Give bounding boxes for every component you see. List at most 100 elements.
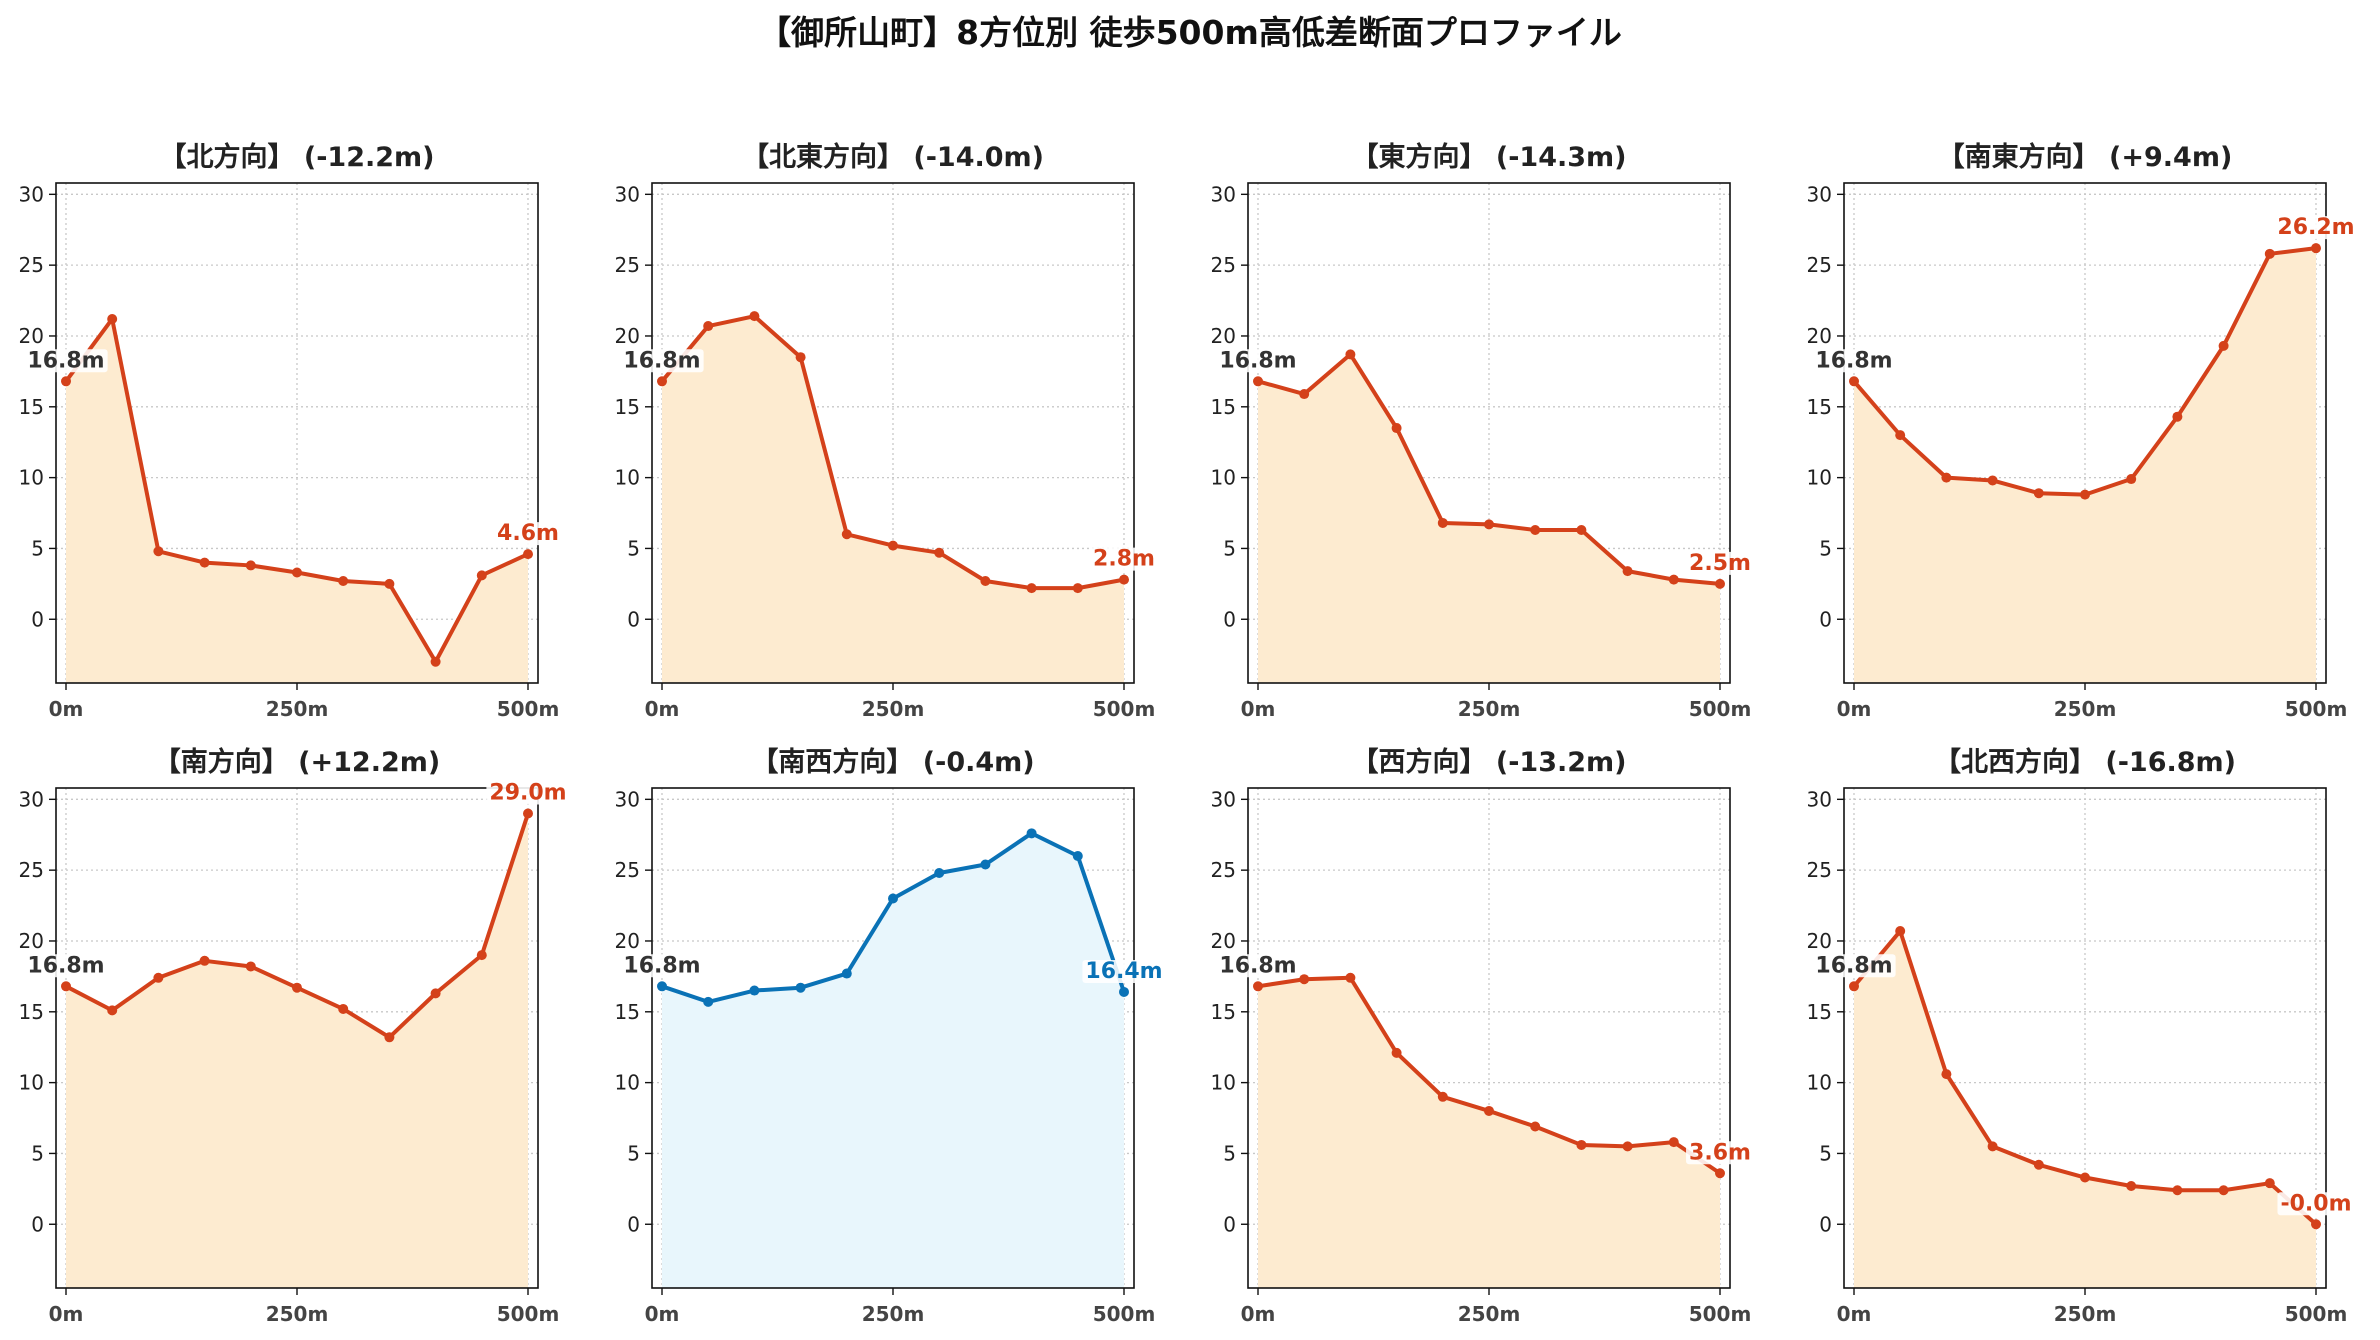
y-tick-label: 5 [1819,536,1832,560]
y-tick-label: 20 [19,324,44,348]
y-tick-label: 30 [1807,787,1832,811]
panel-6: 【南西方向】 (-0.4m) 0 5 10 15 20 25 30 0m 250m 500m 16.8… [615,746,1166,1326]
data-point [61,981,71,992]
start-elevation-label: 16.8m [623,348,700,373]
y-tick-label: 20 [615,324,640,348]
start-elevation-label: 16.8m [623,953,700,978]
data-point [1941,1069,1952,1080]
y-tick-label: 10 [1211,466,1236,490]
start-elevation-label: 16.8m [27,348,104,373]
elevation-area [1258,977,1720,1288]
end-elevation-label: 2.5m [1689,551,1751,576]
panel-1: 【北方向】 (-12.2m) 0 5 10 15 20 25 30 0m 250m 500m 16.8… [19,141,562,721]
x-tick-label: 0m [49,697,84,721]
y-tick-label: 10 [615,466,640,490]
elevation-area [66,813,528,1288]
x-tick-label: 250m [266,697,329,721]
end-elevation-label: 4.6m [497,521,559,546]
data-point [292,567,302,578]
y-tick-label: 30 [1211,182,1236,206]
data-point [795,982,806,993]
data-point [199,557,210,568]
data-point [1622,566,1633,577]
data-point [980,576,991,587]
y-tick-label: 5 [1819,1141,1832,1165]
end-elevation-label: 3.6m [1689,1140,1751,1165]
y-tick-label: 0 [31,1212,44,1236]
y-tick-label: 10 [19,466,44,490]
start-elevation-label-background [620,349,704,373]
end-elevation-label-group: 26.2m [2274,215,2358,240]
y-tick-label: 15 [19,395,44,419]
data-point [430,988,441,999]
data-point [107,1005,118,1016]
data-point [61,376,71,387]
x-tick-label: 0m [645,1302,680,1326]
data-point [2033,488,2044,499]
data-point [657,376,667,387]
data-point [749,985,760,996]
end-elevation-label-background [2277,1192,2355,1216]
y-tick-label: 20 [615,929,640,953]
start-elevation-label: 16.8m [1219,348,1296,373]
start-elevation-label: 16.8m [1219,953,1296,978]
y-tick-label: 15 [1807,1000,1832,1024]
start-elevation-label-background [1812,954,1896,978]
data-point [2080,489,2090,500]
y-tick-label: 30 [19,787,44,811]
start-elevation-label: 16.8m [1815,348,1892,373]
start-elevation-label-group: 16.8m [620,348,704,373]
data-point [1119,574,1129,585]
data-point [245,961,256,972]
panel-title: 【南西方向】 (-0.4m) [751,746,1034,778]
data-point [888,540,898,551]
data-point [888,893,898,904]
y-tick-label: 10 [1807,466,1832,490]
data-point [476,950,487,961]
data-point [1530,1121,1541,1132]
data-point [1437,517,1448,528]
end-elevation-label: 2.8m [1093,547,1155,572]
data-point [841,968,852,979]
data-point [703,321,714,332]
data-point [1391,1047,1402,1058]
x-tick-label: 500m [1093,1302,1156,1326]
data-point [2311,243,2321,254]
start-elevation-label-group: 16.8m [620,953,704,978]
start-elevation-label-group: 16.8m [1812,348,1896,373]
data-point [523,808,533,819]
y-tick-label: 25 [1211,253,1236,277]
y-tick-label: 5 [31,1141,44,1165]
data-point [1668,574,1679,585]
y-tick-label: 25 [19,858,44,882]
x-tick-label: 250m [2054,697,2117,721]
y-tick-label: 5 [31,536,44,560]
panel-8: 【北西方向】 (-16.8m) 0 5 10 15 20 25 30 0m 250m 500m 16.… [1807,746,2355,1326]
figure-title: 【御所山町】8方位別 徒歩500m高低差断面プロファイル [758,13,1622,52]
y-tick-label: 15 [1211,395,1236,419]
start-elevation-label-background [1216,954,1300,978]
y-tick-label: 20 [1211,929,1236,953]
data-point [1345,972,1356,983]
data-point [749,311,760,322]
start-elevation-label-background [620,954,704,978]
end-elevation-label: 26.2m [2277,215,2354,240]
y-tick-label: 30 [615,787,640,811]
data-point [1895,926,1906,937]
data-point [795,352,806,363]
panel-title: 【北西方向】 (-16.8m) [1934,746,2236,778]
data-point [476,570,487,581]
data-point [1987,475,1998,486]
data-point [934,547,945,558]
data-point [338,576,349,587]
y-tick-label: 15 [1807,395,1832,419]
end-elevation-label: 29.0m [489,780,566,805]
x-tick-label: 500m [1093,697,1156,721]
data-point [1668,1137,1679,1148]
panel-4: 【南東方向】 (+9.4m) 0 5 10 15 20 25 30 0m 250m 500m 16.8… [1807,141,2358,721]
start-elevation-label-group: 16.8m [24,348,108,373]
data-point [1299,389,1310,400]
data-point [1345,349,1356,360]
x-tick-label: 250m [1458,697,1521,721]
y-tick-label: 0 [1819,1212,1832,1236]
